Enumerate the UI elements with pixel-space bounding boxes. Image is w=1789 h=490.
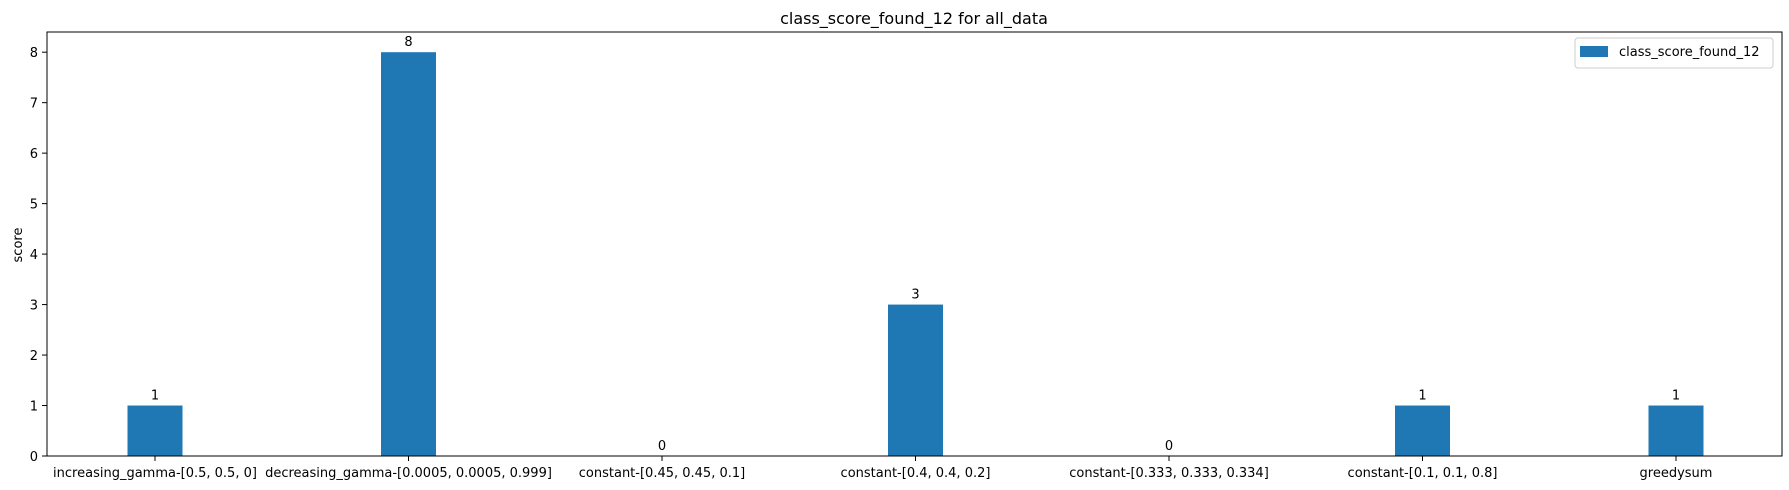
y-tick-label: 7 <box>30 97 38 112</box>
y-tick-label: 1 <box>30 400 38 415</box>
x-tick-label: increasing_gamma-[0.5, 0.5, 0] <box>53 466 257 481</box>
legend-box <box>1574 37 1774 69</box>
x-tick-label: greedysum <box>1640 466 1713 481</box>
bar-value-label: 0 <box>1165 439 1173 454</box>
y-tick-label: 2 <box>30 349 38 364</box>
y-tick-label: 3 <box>30 299 38 314</box>
chart-title: class_score_found_12 for all_data <box>780 9 1048 29</box>
legend-swatch <box>1580 46 1608 57</box>
axes-frame <box>46 31 1783 457</box>
bar <box>381 52 436 456</box>
bar <box>127 405 183 456</box>
y-axis-label: score <box>11 228 26 263</box>
bar <box>1648 405 1704 456</box>
x-tick-label: constant-[0.45, 0.45, 0.1] <box>579 466 745 481</box>
legend-label: class_score_found_12 <box>1619 45 1760 60</box>
y-tick-label: 5 <box>30 198 38 213</box>
y-tick-label: 8 <box>30 46 38 61</box>
bar <box>888 304 943 456</box>
x-tick-label: constant-[0.1, 0.1, 0.8] <box>1348 466 1498 481</box>
legend: class_score_found_12 <box>1574 37 1774 69</box>
bar-value-label: 0 <box>658 439 666 454</box>
y-tick-label: 4 <box>30 248 38 263</box>
bar-value-label: 8 <box>404 35 412 50</box>
bar <box>1395 405 1450 456</box>
x-tick-label: constant-[0.333, 0.333, 0.334] <box>1069 466 1269 481</box>
y-tick-label: 0 <box>30 450 38 465</box>
bar-value-label: 1 <box>151 389 159 404</box>
y-tick-label: 6 <box>30 147 38 162</box>
x-tick-label: constant-[0.4, 0.4, 0.2] <box>841 466 991 481</box>
bar-value-label: 3 <box>911 288 919 303</box>
x-tick-label: decreasing_gamma-[0.0005, 0.0005, 0.999] <box>265 466 552 481</box>
bar-value-label: 1 <box>1418 389 1426 404</box>
plot-area: 0 1 2 3 4 5 6 7 8 1 increasing_gamma-[0.5, 0.5, 0]… <box>30 31 1783 481</box>
bar-value-label: 1 <box>1672 389 1680 404</box>
